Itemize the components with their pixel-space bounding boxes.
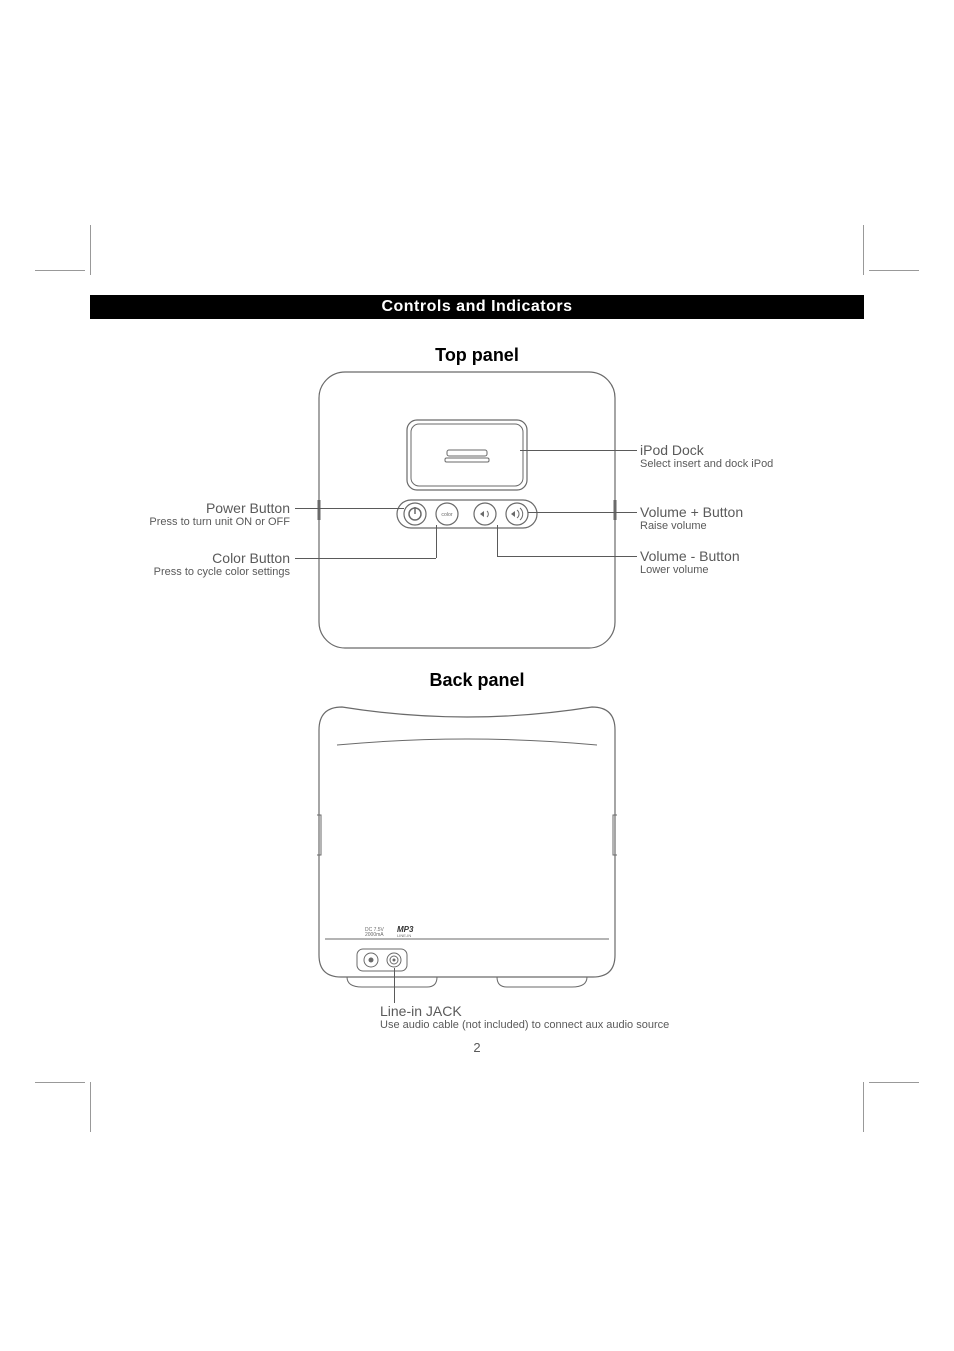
back-panel-diagram: DC 7.5V 2000mA MP3 LINE-IN [317,705,617,1010]
page-number: 2 [0,1040,954,1055]
callout-vol-minus: Volume - Button Lower volume [640,548,860,577]
callout-line-in: Line-in JACK Use audio cable (not includ… [380,1003,780,1032]
top-panel-diagram: color [317,370,617,650]
power-icon [404,503,426,525]
svg-text:color: color [441,512,453,518]
back-panel-heading: Back panel [327,670,627,691]
volume-down-icon [474,503,496,525]
callout-vol-plus: Volume + Button Raise volume [640,504,860,533]
section-title-bar: Controls and Indicators [90,295,864,319]
top-panel-heading: Top panel [327,345,627,366]
color-button-icon: color [436,503,458,525]
callout-ipod-dock: iPod Dock Select insert and dock iPod [640,442,860,471]
callout-power: Power Button Press to turn unit ON or OF… [95,500,290,529]
volume-up-icon [506,503,528,525]
callout-color: Color Button Press to cycle color settin… [95,550,290,579]
svg-text:2000mA: 2000mA [365,932,384,938]
svg-text:LINE-IN: LINE-IN [397,933,411,938]
